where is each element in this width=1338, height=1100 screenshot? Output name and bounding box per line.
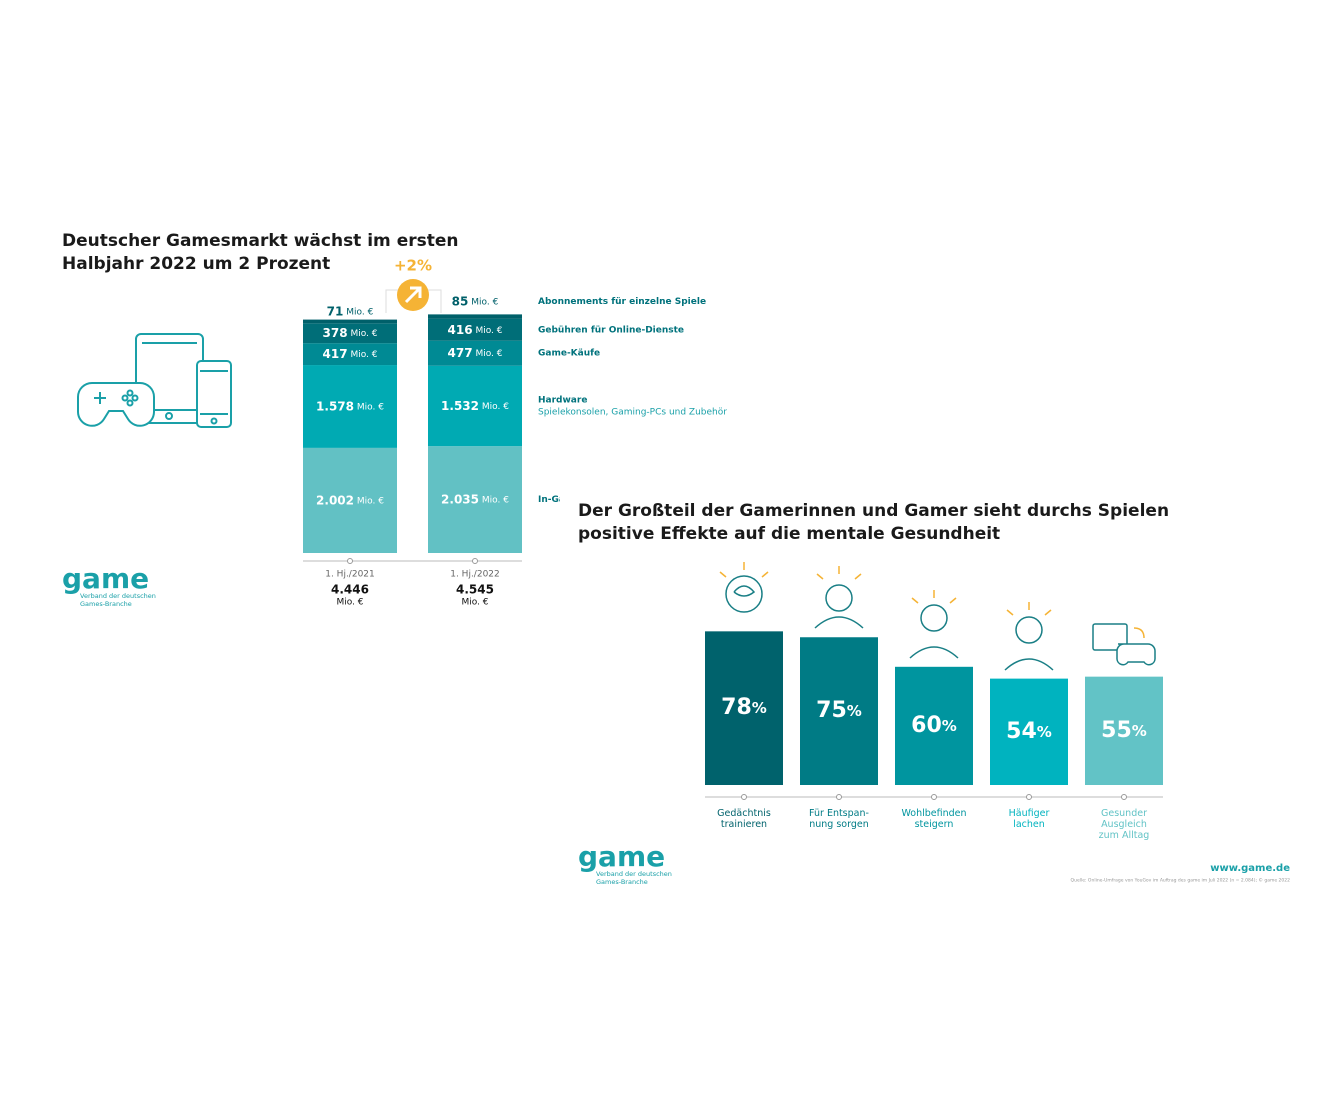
- value-label: 85 Mio. €: [452, 294, 499, 308]
- value-unit: %: [1132, 721, 1147, 739]
- x-tick-label: 1. Hj./2022: [450, 570, 500, 580]
- value-unit: Mio. €: [475, 325, 502, 335]
- value-unit: Mio. €: [471, 297, 498, 307]
- x-tick-label: Gesunder Ausgleich zum Alltag: [1098, 808, 1150, 841]
- bar-segment: [428, 314, 522, 319]
- logo: game: [62, 562, 149, 595]
- effect-icons: [725, 575, 1156, 671]
- value-unit: Mio. €: [475, 349, 502, 359]
- logo: game: [578, 840, 665, 873]
- value-label: 60%: [911, 713, 957, 738]
- legend-label: Abonnements für einzelne Spiele: [538, 297, 706, 307]
- value-label: 2.035 Mio. €: [441, 492, 509, 506]
- value-label: 55%: [1101, 718, 1147, 743]
- website: www.game.de: [1210, 863, 1290, 874]
- x-tick: [1026, 794, 1032, 800]
- value-number: 416: [448, 322, 473, 336]
- value-number: 78: [721, 695, 752, 720]
- total-unit: Mio. €: [336, 598, 363, 608]
- value-number: 60: [911, 713, 942, 738]
- value-number: 75: [816, 698, 847, 723]
- bar-segment: [303, 343, 397, 366]
- x-tick: [472, 558, 478, 564]
- value-label: 78%: [721, 695, 767, 720]
- value-number: 55: [1101, 718, 1132, 743]
- value-number: 2.035: [441, 492, 479, 506]
- bar-segment: [303, 447, 397, 553]
- x-tick-label: Wohlbefinden steigern: [901, 808, 967, 830]
- bar: [1085, 676, 1163, 785]
- x-tick-label: 1. Hj./2021: [325, 570, 375, 580]
- growth-label: +2%: [394, 257, 432, 275]
- bar-segment: [428, 340, 522, 366]
- x-tick-label: Häufiger lachen: [1008, 808, 1050, 830]
- value-unit: %: [752, 699, 767, 717]
- bar-segment: [428, 365, 522, 447]
- value-label: 416 Mio. €: [448, 322, 503, 336]
- x-tick: [836, 794, 842, 800]
- value-label: 2.002 Mio. €: [316, 493, 384, 507]
- value-number: 378: [323, 326, 348, 340]
- x-tick-label: Gedächtnis trainieren: [717, 808, 771, 830]
- bar-segment: [428, 446, 522, 553]
- x-tick: [347, 558, 353, 564]
- value-unit: Mio. €: [357, 402, 384, 412]
- value-label: 1.578 Mio. €: [316, 399, 384, 413]
- value-number: 477: [448, 346, 473, 360]
- value-number: 417: [323, 347, 348, 361]
- value-label: 417 Mio. €: [323, 347, 378, 361]
- growth-arrow: [404, 286, 422, 304]
- devices-icon: [77, 333, 232, 428]
- legend-label: Game-Käufe: [538, 349, 600, 359]
- bar-segment: [303, 319, 397, 324]
- total-unit: Mio. €: [461, 598, 488, 608]
- value-unit: Mio. €: [357, 496, 384, 506]
- bar: [800, 637, 878, 785]
- value-unit: Mio. €: [350, 350, 377, 360]
- value-number: 1.578: [316, 399, 354, 413]
- bar: [895, 666, 973, 785]
- value-unit: Mio. €: [350, 329, 377, 339]
- value-number: 1.532: [441, 398, 479, 412]
- x-tick: [931, 794, 937, 800]
- logo-tagline: Verband der deutschen Games-Branche: [80, 592, 156, 608]
- bar: [705, 631, 783, 785]
- value-label: 477 Mio. €: [448, 346, 503, 360]
- total-label: 4.446: [331, 583, 369, 597]
- value-unit: Mio. €: [346, 307, 373, 317]
- bar-segment: [303, 323, 397, 344]
- bar-segment: [428, 318, 522, 341]
- value-label: 75%: [816, 698, 862, 723]
- total-label: 4.545: [456, 583, 494, 597]
- value-unit: Mio. €: [482, 495, 509, 505]
- value-label: 54%: [1006, 719, 1052, 744]
- x-tick: [741, 794, 747, 800]
- x-tick: [1121, 794, 1127, 800]
- glow-rays: [719, 562, 1145, 639]
- value-unit: %: [847, 702, 862, 720]
- value-number: 85: [452, 294, 469, 308]
- legend-note: Spielekonsolen, Gaming-PCs und Zubehör: [538, 407, 727, 417]
- value-unit: %: [1037, 722, 1052, 740]
- source: Quelle: Online-Umfrage von YouGov im Auf…: [1071, 877, 1291, 884]
- bar-segment: [303, 365, 397, 448]
- value-unit: %: [942, 716, 957, 734]
- value-number: 2.002: [316, 493, 354, 507]
- chart-title: Deutscher Gamesmarkt wächst im ersten Ha…: [62, 231, 459, 274]
- bar: [990, 678, 1068, 785]
- value-label: 378 Mio. €: [323, 326, 378, 340]
- value-unit: Mio. €: [482, 401, 509, 411]
- legend-label: Gebühren für Online-Dienste: [538, 325, 684, 335]
- value-label: 1.532 Mio. €: [441, 398, 509, 412]
- value-label: 71 Mio. €: [327, 304, 374, 318]
- chart-title: Der Großteil der Gamerinnen und Gamer si…: [578, 501, 1170, 544]
- legend-label: Hardware: [538, 395, 587, 405]
- value-number: 71: [327, 304, 344, 318]
- value-number: 54: [1006, 719, 1037, 744]
- logo-tagline: Verband der deutschen Games-Branche: [596, 870, 672, 886]
- x-tick-label: Für Entspan-nung sorgen: [809, 808, 869, 830]
